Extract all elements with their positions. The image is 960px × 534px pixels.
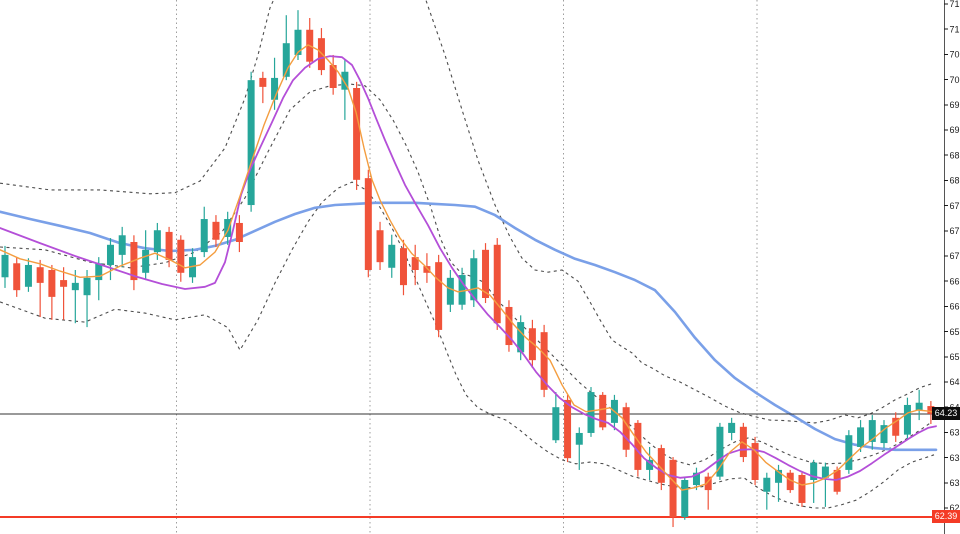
candle[interactable] <box>36 259 44 318</box>
candle[interactable] <box>821 462 829 507</box>
candle[interactable] <box>24 258 32 292</box>
candle[interactable] <box>505 300 513 352</box>
candle[interactable] <box>177 235 185 282</box>
y-axis-tick-label: 63.90 <box>950 428 960 438</box>
candle[interactable] <box>13 257 21 297</box>
candle[interactable] <box>458 267 466 310</box>
candle[interactable] <box>763 472 771 510</box>
y-axis-tick-label: 69.75 <box>950 100 960 110</box>
candle[interactable] <box>657 444 665 491</box>
ma-fast-orange-line <box>0 44 937 491</box>
candle[interactable] <box>622 402 630 458</box>
ma-mid-purple-line <box>0 55 937 481</box>
y-axis-tick-label: 67.05 <box>950 251 960 261</box>
y-axis-tick-label: 66.15 <box>950 302 960 312</box>
candle[interactable] <box>810 459 818 503</box>
y-axis-tick-label: 70.65 <box>950 50 960 60</box>
candle[interactable] <box>915 389 923 421</box>
candle[interactable] <box>435 254 443 338</box>
candle[interactable] <box>71 270 79 324</box>
candle[interactable] <box>786 469 794 493</box>
y-axis-tick-label: 67.50 <box>950 226 960 236</box>
candle[interactable] <box>200 206 208 258</box>
candle[interactable] <box>118 226 126 268</box>
current-price-tag: 64.23 <box>932 407 960 421</box>
candle[interactable] <box>552 392 560 444</box>
y-axis-tick-label: 64.80 <box>950 377 960 387</box>
candle[interactable] <box>634 420 642 477</box>
candle[interactable] <box>376 221 384 270</box>
candle[interactable] <box>517 315 525 361</box>
y-axis[interactable]: 71.55 71.10 70.65 70.20 69.75 69.30 68.85 68.40… <box>944 0 960 534</box>
candle[interactable] <box>282 15 290 81</box>
band-lower-line <box>0 181 935 509</box>
candle[interactable] <box>857 420 865 452</box>
alert-price-tag: 62.39 <box>932 510 960 524</box>
candle[interactable] <box>388 234 396 278</box>
candle[interactable] <box>247 71 255 212</box>
y-axis-tick-label: 63.45 <box>950 453 960 463</box>
y-axis-tick-label: 70.20 <box>950 75 960 85</box>
y-axis-tick-label: 63.00 <box>950 478 960 488</box>
candle[interactable] <box>189 248 197 283</box>
candle[interactable] <box>880 420 888 449</box>
y-axis-tick-label: 62.55 <box>950 503 960 513</box>
candle[interactable] <box>83 270 91 328</box>
candle[interactable] <box>599 392 607 431</box>
candle[interactable] <box>493 238 501 330</box>
candle[interactable] <box>587 387 595 437</box>
y-axis-tick-label: 65.70 <box>950 327 960 337</box>
candle[interactable] <box>411 244 419 286</box>
candle[interactable] <box>681 476 689 520</box>
candle[interactable] <box>106 238 114 281</box>
y-axis-tick-label: 69.30 <box>950 125 960 135</box>
candle[interactable] <box>716 422 724 480</box>
candle[interactable] <box>60 267 68 320</box>
band-upper-outer-line <box>0 0 933 424</box>
candle[interactable] <box>329 54 337 95</box>
candle[interactable] <box>903 397 911 440</box>
candle[interactable] <box>259 71 267 104</box>
candle[interactable] <box>142 230 150 281</box>
candle[interactable] <box>235 215 243 253</box>
y-axis-tick-label: 64.35 <box>950 402 960 412</box>
candle[interactable] <box>212 215 220 248</box>
candle[interactable] <box>48 264 56 320</box>
candle[interactable] <box>704 472 712 510</box>
y-axis-tick-label: 65.25 <box>950 352 960 362</box>
candle[interactable] <box>271 57 279 110</box>
candle[interactable] <box>224 211 232 245</box>
candle[interactable] <box>927 401 935 424</box>
y-axis-tick-label: 68.40 <box>950 176 960 186</box>
candle[interactable] <box>775 464 783 502</box>
candle[interactable] <box>868 415 876 450</box>
candle[interactable] <box>446 270 454 312</box>
y-axis-tick-label: 66.60 <box>950 276 960 286</box>
candle[interactable] <box>575 427 583 470</box>
candle[interactable] <box>892 412 900 442</box>
candle[interactable] <box>751 436 759 486</box>
candle[interactable] <box>564 394 572 463</box>
y-axis-tick-label: 71.55 <box>950 0 960 9</box>
candle[interactable] <box>165 226 173 268</box>
candle[interactable] <box>540 324 548 398</box>
y-axis-tick-label: 67.95 <box>950 201 960 211</box>
candle[interactable] <box>798 472 806 507</box>
candle[interactable] <box>728 417 736 441</box>
candle[interactable] <box>845 430 853 474</box>
candle[interactable] <box>353 81 361 190</box>
y-axis-tick-label: 68.85 <box>950 150 960 160</box>
y-axis-tick-label: 71.10 <box>950 24 960 34</box>
candle[interactable] <box>341 60 349 120</box>
candle[interactable] <box>364 169 372 278</box>
candle[interactable] <box>399 239 407 296</box>
candle[interactable] <box>669 457 677 528</box>
candle[interactable] <box>1 245 9 288</box>
